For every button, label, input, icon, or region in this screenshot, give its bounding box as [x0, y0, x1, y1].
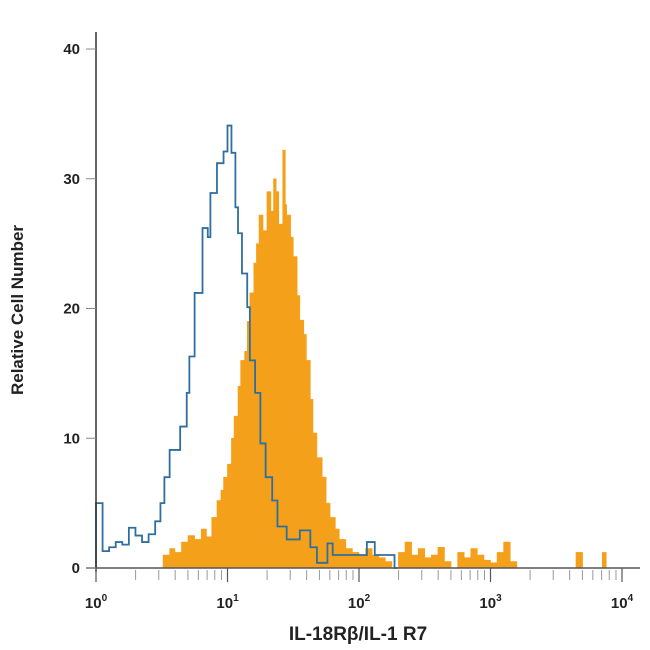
y-tick-label: 0	[72, 560, 80, 577]
control-histogram	[95, 124, 398, 569]
stained-histogram	[162, 149, 610, 569]
axes	[86, 32, 640, 572]
plot-series	[95, 124, 610, 569]
y-axis-title: Relative Cell Number	[8, 225, 27, 395]
x-tick-label: 104	[611, 593, 634, 612]
y-tick-label: 20	[63, 301, 80, 318]
x-tick-label: 102	[348, 593, 371, 612]
x-tick-label: 100	[85, 593, 108, 612]
x-axis-title: IL-18Rβ/IL-1 R7	[289, 624, 427, 645]
y-tick-label: 10	[63, 430, 80, 447]
x-tick-label: 101	[216, 593, 239, 612]
x-tick-label: 103	[479, 593, 502, 612]
ticks: 100 101 102 103 104 0 10 20 30 40	[63, 41, 633, 612]
y-tick-label: 40	[63, 41, 80, 58]
y-tick-label: 30	[63, 171, 80, 188]
